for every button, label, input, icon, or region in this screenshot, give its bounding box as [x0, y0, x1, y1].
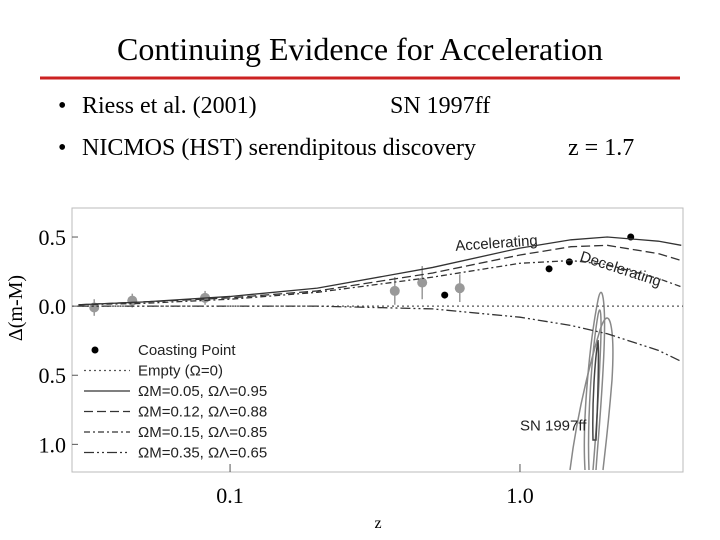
series-line [78, 244, 682, 306]
data-point [389, 285, 400, 296]
y-tick-label: 0.0 [39, 294, 67, 319]
y-tick-label: 0.5 [39, 225, 67, 250]
plot-frame [71, 207, 684, 473]
x-tick-label: 1.0 [506, 483, 534, 508]
data-point [545, 265, 553, 273]
data-point [417, 277, 428, 288]
bullet: NICMOS (HST) serendipitous discovery [82, 135, 476, 161]
bullet-note: SN 1997ff [390, 93, 490, 119]
series-line [78, 259, 682, 306]
legend-label: Empty (Ω=0) [138, 363, 223, 380]
y-axis-label: Δ(m-M) [5, 275, 27, 341]
legend-label: ΩM=0.35, ΩΛ=0.65 [138, 445, 267, 462]
data-point [565, 258, 573, 266]
bullet-mark: • [58, 135, 66, 161]
x-axis-label: z [374, 515, 381, 532]
annotation: Accelerating [455, 232, 539, 255]
legend-label: ΩM=0.12, ΩΛ=0.88 [138, 404, 267, 421]
legend-label: Coasting Point [138, 342, 236, 359]
bullet-mark: • [58, 93, 66, 119]
series-line [78, 305, 682, 363]
legend-swatch [91, 346, 99, 354]
legend-label: ΩM=0.15, ΩΛ=0.85 [138, 424, 267, 441]
slide-title: Continuing Evidence for Acceleration [117, 31, 603, 67]
data-point [89, 302, 100, 313]
legend-label: ΩM=0.05, ΩΛ=0.95 [138, 383, 267, 400]
series-line [78, 236, 682, 306]
x-tick-label: 0.1 [216, 483, 244, 508]
y-tick-label: 0.5 [39, 363, 67, 388]
bullet: Riess et al. (2001) [82, 93, 257, 119]
data-point [454, 283, 465, 294]
data-point [441, 291, 449, 299]
contours [569, 291, 614, 471]
annotation: Decelerating [578, 248, 663, 290]
annotation: SN 1997ff [520, 418, 587, 435]
y-tick-label: 1.0 [39, 432, 67, 457]
bullet-note: z = 1.7 [568, 135, 634, 161]
